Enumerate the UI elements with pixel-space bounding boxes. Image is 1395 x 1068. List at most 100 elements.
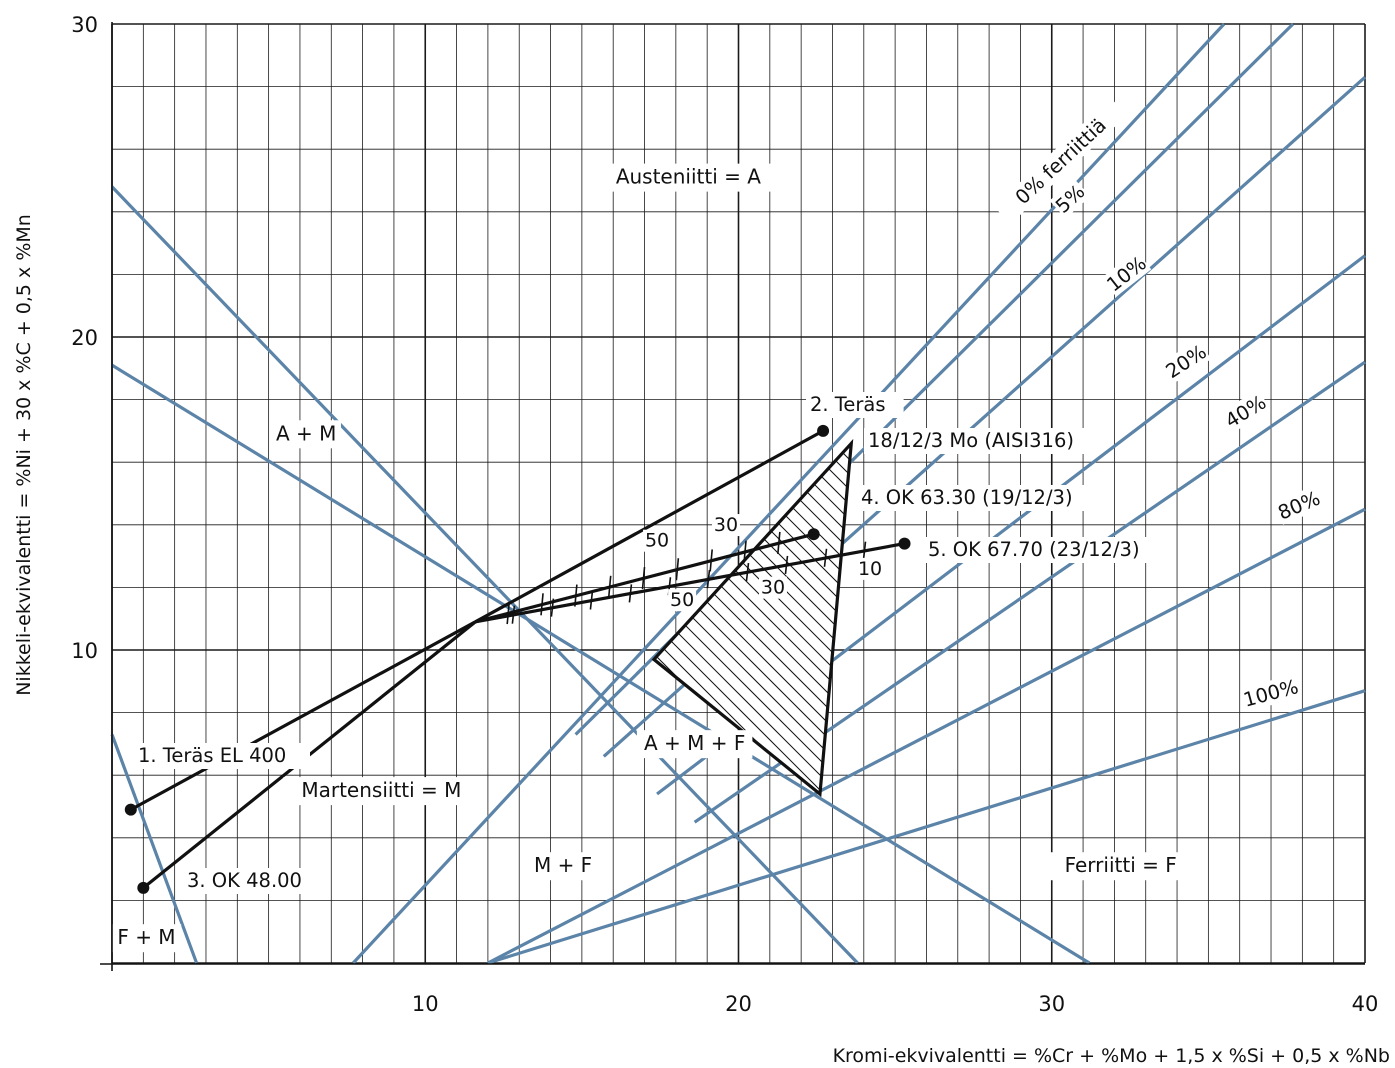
hatch-line — [870, 420, 1290, 840]
y-tick-label: 10 — [71, 639, 98, 663]
scale-label: 50 — [670, 589, 694, 611]
scale-tick — [709, 549, 713, 572]
region-label-bg — [528, 852, 598, 881]
region-label-bg — [1039, 852, 1202, 881]
hatch-line — [885, 420, 1305, 840]
hatch-line — [1050, 420, 1395, 840]
scale-tick — [628, 584, 633, 603]
hatch-line — [1230, 420, 1395, 840]
hatch-line — [1080, 420, 1395, 840]
material-point — [807, 528, 820, 541]
hatch-line — [135, 420, 555, 840]
hatch-line — [915, 420, 1335, 840]
hatch-line — [990, 420, 1395, 840]
material-line — [474, 532, 815, 624]
material-line — [130, 620, 477, 812]
scale-label: 50 — [645, 530, 669, 552]
hatch-line — [1305, 420, 1395, 840]
ferrite-label-text: 40% — [1221, 391, 1270, 433]
x-tick-label: 20 — [725, 992, 752, 1016]
ferrite-label-text: 80% — [1275, 487, 1324, 525]
region-label: M + F — [534, 853, 592, 877]
material-label-bg — [183, 868, 315, 894]
material-line — [475, 542, 905, 624]
region-label: Martensiitti = M — [301, 778, 461, 802]
y-tick-label: 20 — [71, 326, 98, 350]
region-label-bg — [596, 163, 781, 192]
material-point — [137, 881, 150, 894]
scale-tick — [589, 591, 594, 610]
hatch-line — [653, 443, 852, 794]
x-tick-label: 40 — [1352, 992, 1379, 1016]
scale-label-bg — [758, 576, 787, 599]
hatch-line — [45, 420, 465, 840]
hatch-line — [653, 443, 852, 794]
material-label: 5. OK 67.70 (23/12/3) — [928, 538, 1140, 561]
hatch-line — [1110, 420, 1395, 840]
hatch-line — [653, 443, 852, 794]
hatch-line — [930, 420, 1350, 840]
material-label-bg — [924, 537, 1168, 563]
hatch-line — [653, 443, 852, 794]
material-label-bg — [134, 743, 310, 769]
hatch-line — [60, 420, 480, 840]
hatch-line — [653, 443, 852, 794]
scale-tick — [641, 566, 646, 590]
hatch-line — [30, 420, 450, 840]
scale-label-bg — [856, 557, 885, 580]
hatch-line — [1185, 420, 1395, 840]
hatch-line — [1095, 420, 1395, 840]
scale-tick — [574, 584, 578, 607]
ferrite-label-bg — [1160, 339, 1212, 384]
ferrite-label-bg — [1240, 674, 1301, 712]
hatch-line — [900, 420, 1320, 840]
region-label-bg — [271, 420, 341, 449]
hatch-line — [794, 443, 852, 794]
hatch-line — [975, 420, 1395, 840]
scale-tick — [862, 541, 867, 560]
hatch-line — [0, 420, 405, 840]
region-label: F + M — [117, 925, 175, 949]
hatch-line — [764, 443, 852, 794]
material-label-bg — [864, 428, 1096, 454]
hatch-line — [839, 443, 852, 794]
phase-boundary-line — [111, 363, 1091, 965]
scale-label-bg — [643, 529, 672, 552]
scale-label-bg — [711, 514, 740, 537]
scale-label: 30 — [761, 577, 785, 599]
ferrite-line — [352, 22, 1226, 965]
hatch-line — [195, 420, 615, 840]
hatch-line — [1260, 420, 1395, 840]
scale-tick — [675, 558, 680, 581]
scale-tick — [607, 575, 612, 598]
material-line — [474, 429, 824, 624]
hatch-line — [1320, 420, 1395, 840]
hatch-line — [653, 443, 852, 794]
region-label: A + M + F — [644, 731, 745, 755]
hatch-line — [1275, 420, 1395, 840]
hatch-line — [1290, 420, 1395, 840]
hatch-line — [749, 443, 852, 794]
ferrite-label: 80% — [1273, 485, 1324, 525]
material-label-bg — [806, 392, 904, 418]
region-label: A + M — [276, 421, 336, 445]
y-tick-label: 30 — [71, 13, 98, 37]
material-label: 1. Teräs EL 400 — [138, 744, 286, 767]
region-label-bg — [283, 777, 480, 806]
hatch-line — [1170, 420, 1395, 840]
ferrite-label-bg — [1101, 250, 1152, 297]
scale-tick — [743, 540, 747, 563]
hatch-line — [824, 443, 852, 794]
hatch-line — [1245, 420, 1395, 840]
hatch-line — [15, 420, 435, 840]
hatch-line — [653, 443, 691, 794]
x-axis-title: Kromi-ekvivalentti = %Cr + %Mo + 1,5 x %… — [833, 1045, 1390, 1067]
material-label-bg — [857, 485, 1101, 511]
scale-tick — [706, 570, 711, 589]
hatch-line — [653, 443, 706, 794]
material-label: 18/12/3 Mo (AISI316) — [868, 429, 1074, 452]
hatch-line — [0, 420, 420, 840]
hatch-line — [779, 443, 852, 794]
